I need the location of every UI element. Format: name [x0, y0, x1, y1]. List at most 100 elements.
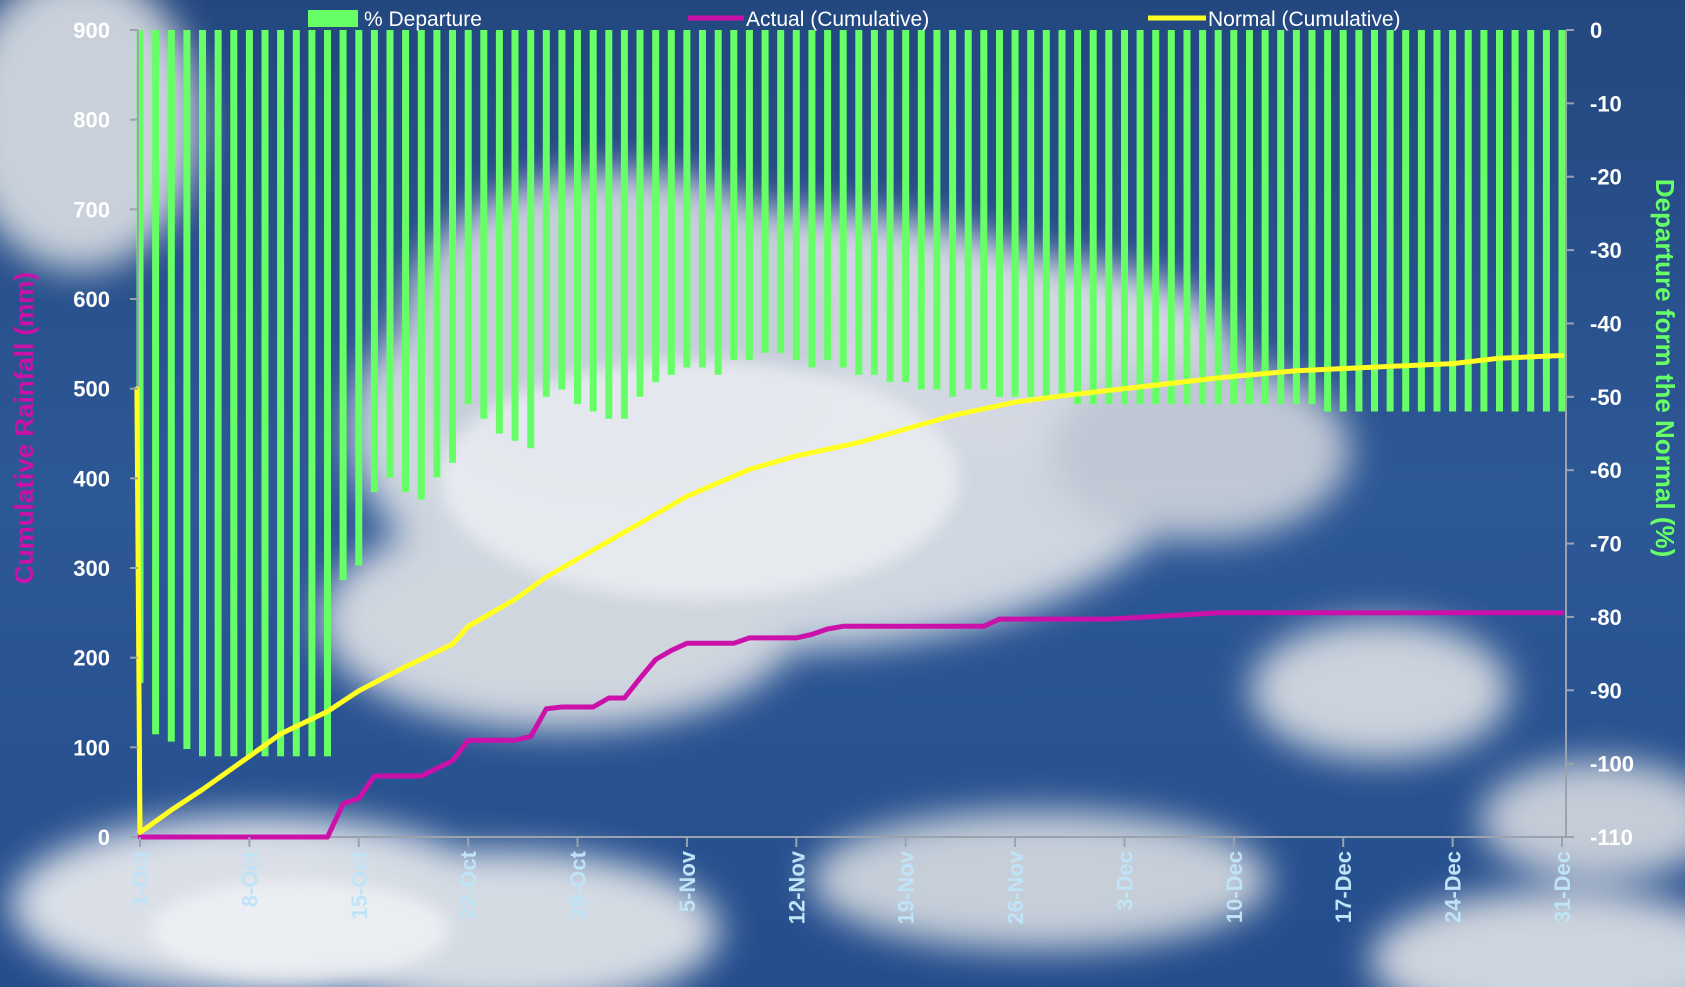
x-tick-label: 24-Dec [1441, 851, 1466, 923]
departure-bar [902, 30, 910, 383]
y-left-tick-label: 800 [73, 108, 110, 133]
departure-bar [933, 30, 941, 390]
departure-bar [917, 30, 925, 390]
departure-bar [402, 30, 410, 493]
departure-bar [855, 30, 863, 375]
departure-bar [699, 30, 706, 368]
departure-bar [511, 30, 519, 441]
y-left-tick-label: 700 [73, 197, 110, 222]
x-tick-label: 26-Nov [1003, 850, 1028, 924]
departure-bar [839, 30, 847, 368]
series-lines [134, 353, 1565, 840]
departure-bar [792, 30, 800, 361]
departure-bar [1199, 30, 1207, 405]
departure-bar [589, 30, 597, 412]
x-tick-label: 22-Oct [456, 850, 481, 919]
departure-bar [136, 30, 144, 683]
y-left-tick-label: 100 [73, 735, 110, 760]
departure-bar [620, 30, 628, 419]
departure-bar [1371, 30, 1378, 412]
departure-bar [199, 30, 206, 757]
y-right-tick-label: -50 [1590, 385, 1622, 410]
departure-bar [683, 30, 691, 368]
departure-bar [1277, 30, 1285, 405]
y-right-tick-label: -80 [1590, 605, 1622, 630]
departure-bar [1214, 30, 1222, 405]
legend-item-departure: % Departure [308, 8, 482, 31]
departure-bar [292, 30, 300, 757]
departure-bar [761, 30, 769, 353]
y-left-tick-label: 500 [73, 377, 110, 402]
y-right-tick-label: -90 [1590, 678, 1622, 703]
y-left-tick-label: 0 [98, 825, 110, 850]
x-tick-label: 3-Dec [1113, 851, 1138, 911]
departure-bar [980, 30, 988, 390]
y-left-tick-label: 600 [73, 287, 110, 312]
departure-bar [261, 30, 269, 757]
departure-bar [214, 30, 222, 757]
departure-bar [1464, 30, 1472, 412]
departure-bar [386, 30, 394, 478]
departure-bar [542, 30, 550, 397]
departure-bar [1261, 30, 1269, 405]
departure-bar [1324, 30, 1332, 412]
departure-bar [1355, 30, 1363, 412]
departure-bar [1433, 30, 1441, 412]
departure-bar [1136, 30, 1144, 405]
departure-bar [1230, 30, 1238, 405]
departure-bar [245, 30, 253, 757]
departure-bar [667, 30, 675, 375]
departure-bar [1027, 30, 1035, 397]
x-tick-label: 15-Oct [347, 850, 372, 919]
y-right-tick-label: -70 [1590, 532, 1622, 557]
departure-bar [949, 30, 957, 397]
x-tick-label: 1-Oct [128, 850, 153, 907]
departure-bar [714, 30, 722, 375]
departure-bar [152, 30, 160, 735]
departure-bar [1105, 30, 1113, 405]
y-right-tick-label: -30 [1590, 238, 1622, 263]
departure-bar [355, 30, 363, 566]
departure-bars [136, 30, 1566, 757]
departure-bar [433, 30, 441, 478]
departure-bar [808, 30, 816, 368]
y-right-tick-label: -60 [1590, 458, 1622, 483]
x-tick-label: 12-Nov [784, 850, 809, 924]
departure-bar [1167, 30, 1175, 405]
departure-bar [230, 30, 238, 757]
departure-bar [1386, 30, 1394, 412]
departure-bar [745, 30, 753, 361]
departure-bar [1058, 30, 1066, 397]
departure-bar [558, 30, 566, 390]
y-right-axis-title: Departure form the Normal (%) [1650, 179, 1680, 558]
departure-bar [495, 30, 503, 434]
y-left-tick-label: 900 [73, 18, 110, 43]
x-tick-label: 17-Dec [1331, 851, 1356, 923]
legend-actual-label: Actual (Cumulative) [746, 8, 929, 31]
legend-item-actual: Actual (Cumulative) [688, 8, 929, 31]
departure-bar [1292, 30, 1300, 405]
departure-bar [1496, 30, 1503, 412]
departure-bar [1527, 30, 1535, 412]
departure-bar [1480, 30, 1488, 412]
departure-bar [964, 30, 972, 390]
departure-bar [1339, 30, 1347, 412]
departure-bar [1183, 30, 1191, 405]
departure-bar [339, 30, 347, 581]
y-right-tick-label: -10 [1590, 91, 1622, 116]
legend-departure-label: % Departure [364, 8, 482, 31]
departure-bar [464, 30, 472, 405]
departure-bar [167, 30, 175, 742]
y-right-tick-label: -110 [1590, 825, 1633, 850]
departure-bar [324, 30, 331, 757]
departure-bar [1542, 30, 1550, 412]
y-right-tick-label: 0 [1590, 18, 1602, 43]
departure-bar [1308, 30, 1316, 405]
x-tick-label: 8-Oct [237, 850, 262, 907]
departure-bar [1042, 30, 1050, 397]
departure-bar [1074, 30, 1082, 405]
departure-bar [1449, 30, 1457, 412]
departure-bar [777, 30, 785, 353]
departure-bar [1511, 30, 1519, 412]
